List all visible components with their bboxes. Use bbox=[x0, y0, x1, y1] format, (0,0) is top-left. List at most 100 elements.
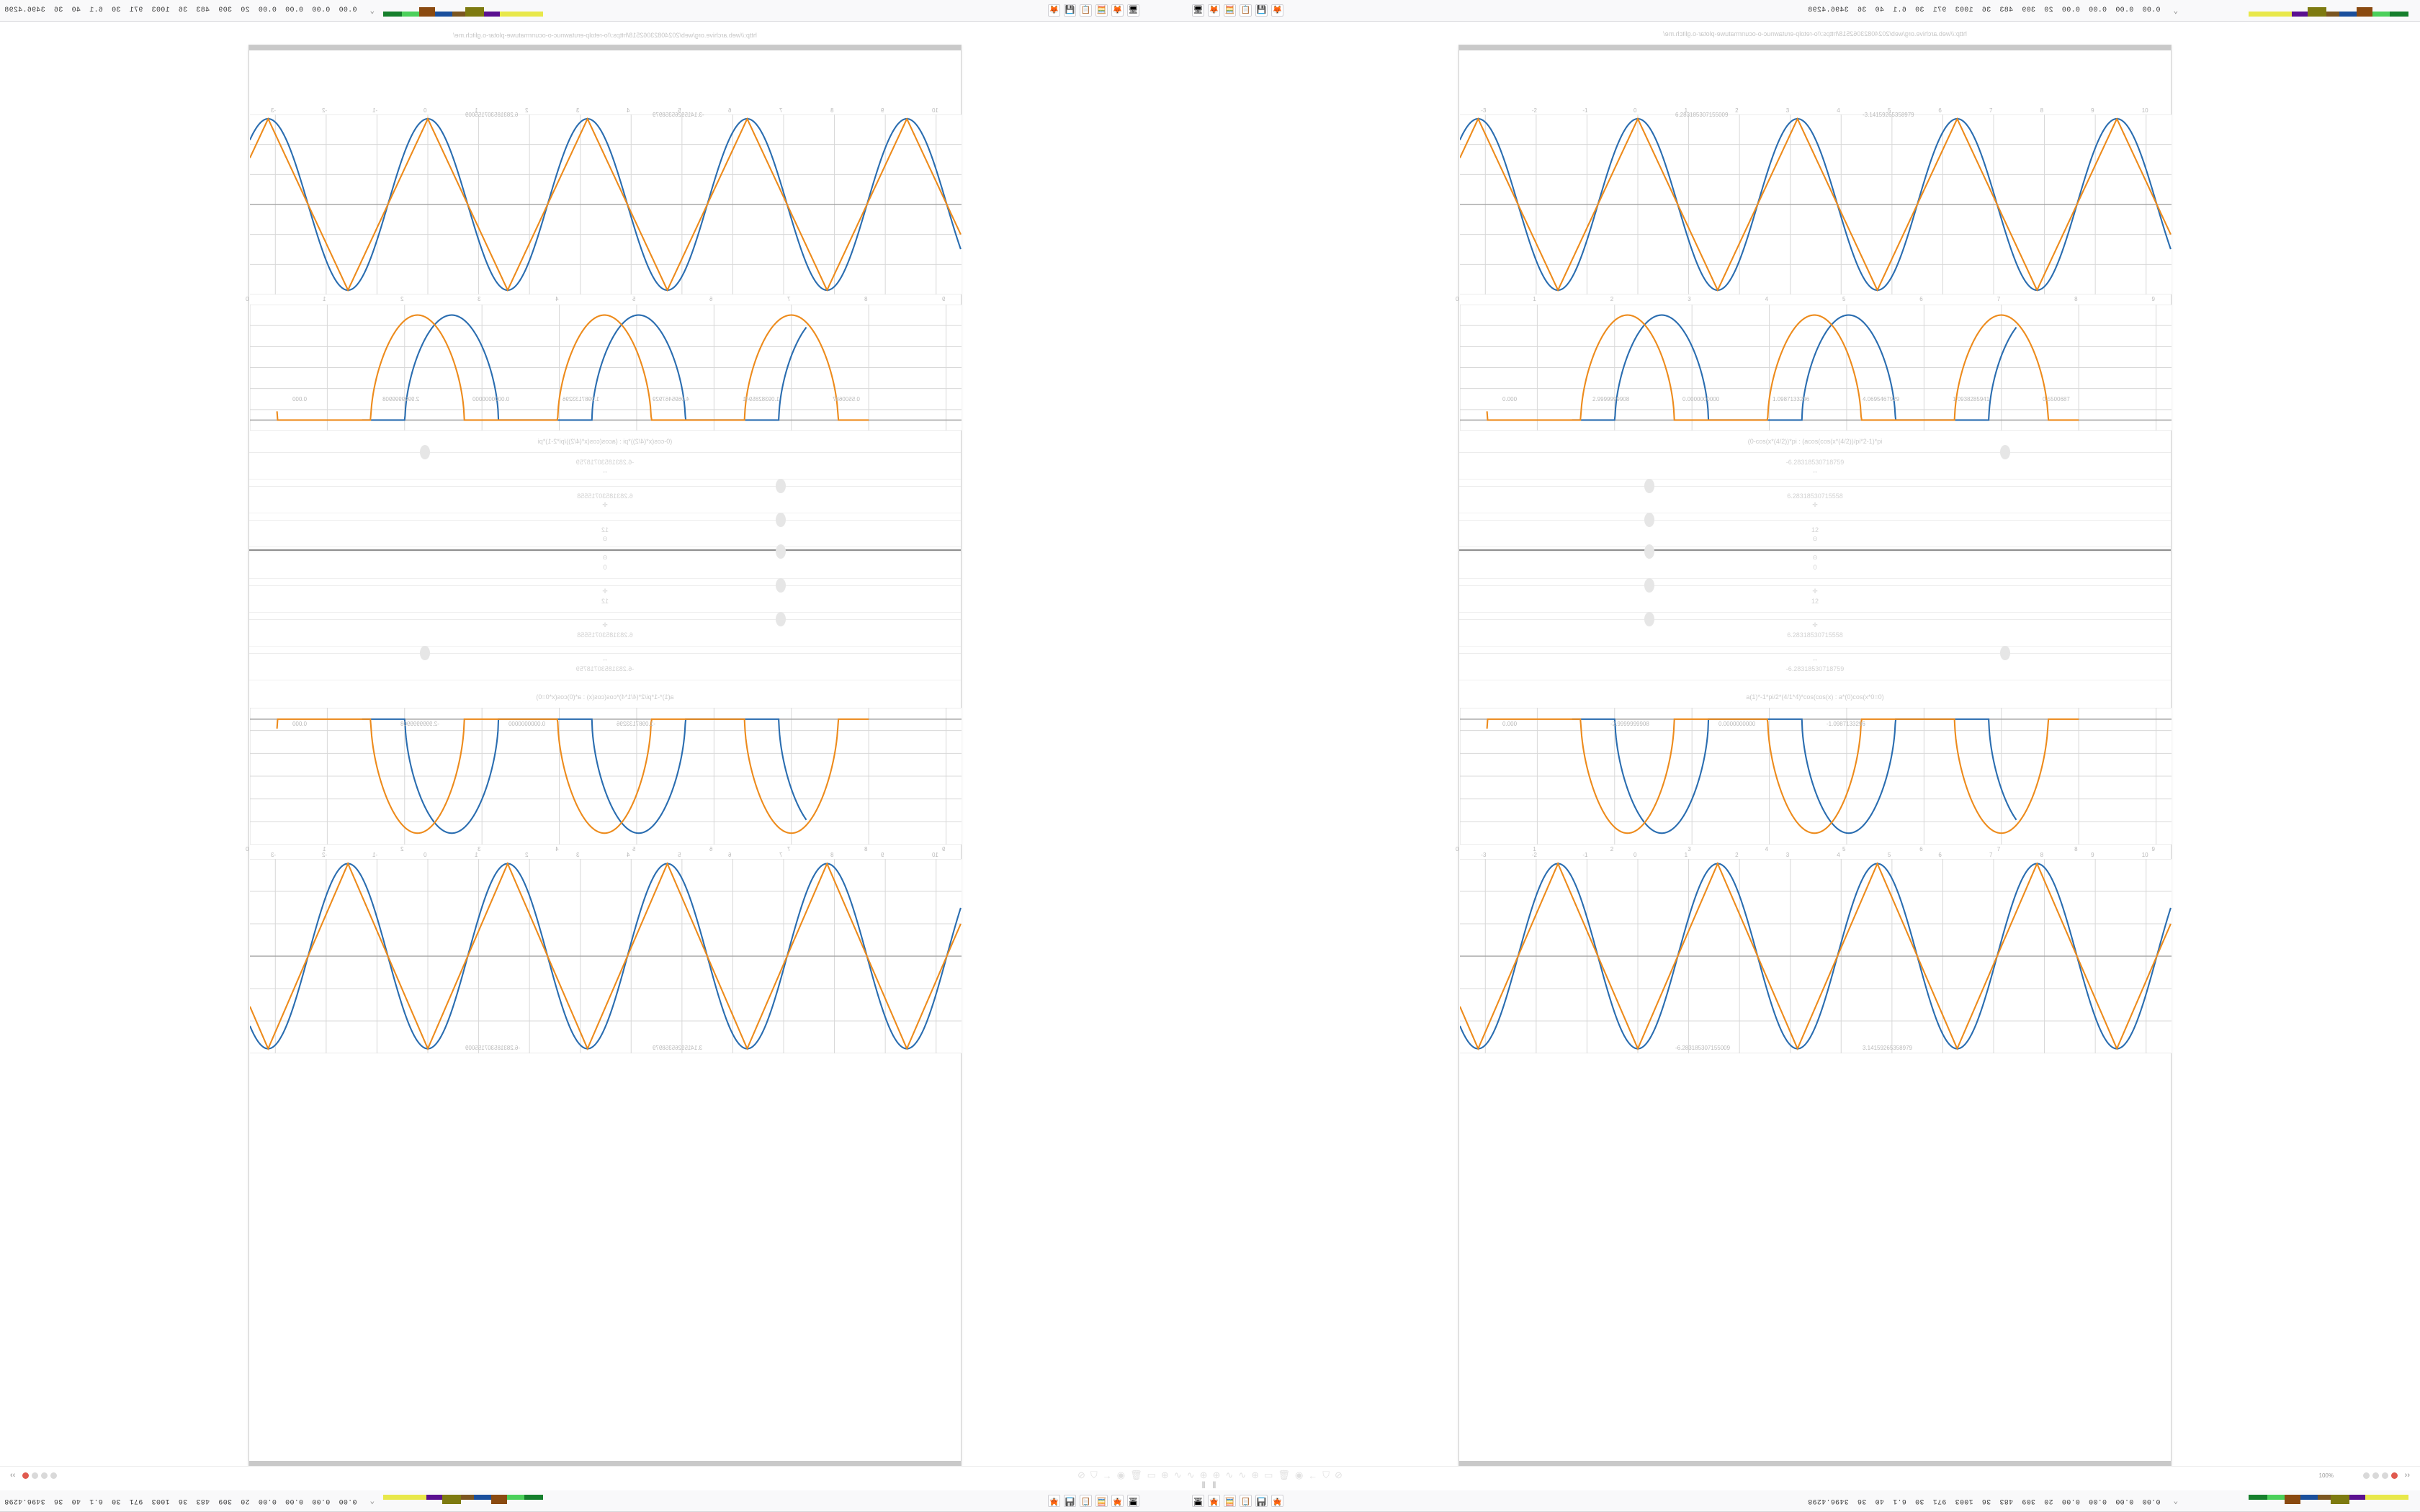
slider-b[interactable]: 6.28318530715558 ✛ bbox=[1459, 479, 2171, 513]
notepad-icon[interactable]: 📋 bbox=[1080, 1495, 1092, 1507]
arrow-right-icon[interactable]: → bbox=[1102, 1470, 1112, 1481]
firefox-icon[interactable]: 🦊 bbox=[1111, 4, 1124, 17]
plot-1[interactable] bbox=[1460, 114, 2172, 294]
wave-icon[interactable]: ∿ bbox=[1225, 1470, 1234, 1480]
close-icon[interactable] bbox=[22, 1472, 30, 1479]
minimize-icon[interactable] bbox=[2381, 1472, 2388, 1479]
slider-b[interactable]: 6.28318530715558 ✛ bbox=[249, 479, 961, 513]
plot-2[interactable] bbox=[1460, 305, 2172, 431]
slider-track[interactable] bbox=[249, 585, 961, 586]
expression-bottom[interactable]: a(1)*-1*pi/2*(4/1*4)*cos(cos(x) : a*(0)c… bbox=[1746, 693, 1884, 701]
slider-knob[interactable] bbox=[1999, 646, 2010, 660]
notepad-icon[interactable]: 📋 bbox=[1240, 4, 1252, 17]
maximize-icon[interactable] bbox=[2372, 1472, 2379, 1479]
chevron-down-icon[interactable]: ⌄ bbox=[369, 6, 375, 16]
plot-3[interactable] bbox=[250, 708, 962, 845]
chevron-right-icon[interactable]: ›› bbox=[2404, 1471, 2410, 1480]
slider-a[interactable]: -6.28318530718759 ↔ bbox=[1459, 445, 2171, 480]
trash-icon[interactable]: 🗑 bbox=[1130, 1470, 1142, 1480]
firefox-icon[interactable]: 🦊 bbox=[1271, 1495, 1283, 1507]
slider-d[interactable]: ⊙ 0 bbox=[1459, 544, 2171, 579]
terminal-icon[interactable]: 🖥 bbox=[1127, 1495, 1139, 1507]
calculator-icon[interactable]: 🧮 bbox=[1224, 4, 1236, 17]
slider-g[interactable]: ↔ -6.28318530718759 bbox=[249, 646, 961, 680]
globe-icon[interactable]: ⊕ bbox=[1199, 1470, 1208, 1480]
plot-4[interactable] bbox=[1460, 859, 2172, 1053]
shield-filled-icon[interactable]: ◉ bbox=[1294, 1470, 1304, 1480]
slider-knob[interactable] bbox=[420, 445, 431, 459]
window-controls-br[interactable]: ›› bbox=[2362, 1471, 2414, 1480]
no-entry-icon[interactable]: ⊘ bbox=[1335, 1470, 1343, 1480]
shield-filled-icon[interactable]: ◉ bbox=[1116, 1470, 1126, 1480]
minimize-icon[interactable] bbox=[32, 1472, 39, 1479]
chevron-up-icon[interactable]: ⌃ bbox=[369, 1495, 375, 1505]
slider-knob[interactable] bbox=[776, 612, 786, 626]
slider-e[interactable]: ✛ 12 bbox=[249, 578, 961, 613]
firefox-icon[interactable]: 🦊 bbox=[1208, 4, 1220, 17]
calculator-icon[interactable]: 🧮 bbox=[1224, 1495, 1236, 1507]
expression-bottom[interactable]: a(1)*-1*pi/2*(4/1*4)*cos(cos(x) : a*(0)c… bbox=[536, 693, 674, 701]
slider-f[interactable]: ✛ 6.28318530715558 bbox=[249, 612, 961, 647]
slider-track[interactable] bbox=[249, 520, 961, 521]
shield-icon[interactable]: ⛉ bbox=[1322, 1470, 1330, 1480]
slider-knob[interactable] bbox=[776, 578, 786, 593]
floppy-disk-icon[interactable]: 💾 bbox=[1064, 4, 1076, 17]
firefox-icon[interactable]: 🦊 bbox=[1208, 1495, 1220, 1507]
firefox-icon[interactable]: 🦊 bbox=[1111, 1495, 1124, 1507]
calculator-icon[interactable]: 🧮 bbox=[1095, 1495, 1108, 1507]
taskbar-icons-right[interactable]: 🖥 🦊 🧮 📋 💾 🦊 bbox=[1192, 4, 1283, 17]
slider-track[interactable] bbox=[1459, 452, 2171, 453]
close-icon[interactable] bbox=[2390, 1472, 2398, 1479]
slider-track[interactable] bbox=[1459, 585, 2171, 586]
shield-icon[interactable]: ⛉ bbox=[1090, 1470, 1098, 1480]
terminal-icon[interactable]: 🖥 bbox=[1192, 4, 1204, 17]
slider-knob[interactable] bbox=[776, 544, 786, 559]
plot-4[interactable] bbox=[250, 859, 962, 1053]
floppy-disk-icon[interactable]: 💾 bbox=[1255, 1495, 1268, 1507]
chevron-up-icon[interactable]: ⌃ bbox=[2173, 1495, 2178, 1505]
slider-c[interactable]: 12 ⊙ bbox=[249, 513, 961, 547]
chevron-left-icon[interactable]: ‹‹ bbox=[10, 1471, 16, 1480]
chevron-down-icon[interactable]: ⌄ bbox=[2173, 6, 2178, 16]
slider-knob[interactable] bbox=[776, 513, 786, 527]
slider-knob[interactable] bbox=[1644, 513, 1654, 527]
wave-icon[interactable]: ∿ bbox=[1173, 1470, 1182, 1480]
no-entry-icon[interactable]: ⊘ bbox=[1077, 1470, 1085, 1480]
globe-icon[interactable]: ⊕ bbox=[1212, 1470, 1221, 1480]
slider-track[interactable] bbox=[249, 486, 961, 487]
slider-track[interactable] bbox=[249, 452, 961, 453]
slider-e[interactable]: ✛ 12 bbox=[1459, 578, 2171, 613]
slider-knob[interactable] bbox=[1999, 445, 2010, 459]
plot-2[interactable] bbox=[250, 305, 962, 431]
trash-icon[interactable]: 🗑 bbox=[1278, 1470, 1290, 1480]
notepad-icon[interactable]: 📋 bbox=[1240, 1495, 1252, 1507]
floppy-disk-icon[interactable]: 💾 bbox=[1255, 4, 1268, 17]
plot-3[interactable] bbox=[1460, 708, 2172, 845]
slider-f[interactable]: ✛ 6.28318530715558 bbox=[1459, 612, 2171, 647]
globe-icon[interactable]: ⊕ bbox=[1160, 1470, 1169, 1480]
wave-icon[interactable]: ∿ bbox=[1238, 1470, 1247, 1480]
maximize-icon[interactable] bbox=[41, 1472, 48, 1479]
window-controls-bl[interactable]: ‹‹ bbox=[6, 1471, 58, 1480]
slider-c[interactable]: 12 ⊙ bbox=[1459, 513, 2171, 547]
floppy-disk-icon[interactable]: 💾 bbox=[1064, 1495, 1076, 1507]
slider-track[interactable] bbox=[1459, 653, 2171, 654]
terminal-icon[interactable]: 🖥 bbox=[1192, 1495, 1204, 1507]
slider-knob[interactable] bbox=[776, 479, 786, 493]
slider-knob[interactable] bbox=[1644, 544, 1654, 559]
firefox-icon[interactable]: 🦊 bbox=[1271, 4, 1283, 17]
terminal-icon[interactable]: 🖥 bbox=[1127, 4, 1139, 17]
arrow-left-icon[interactable]: ← bbox=[1308, 1470, 1318, 1481]
notepad-icon[interactable]: 📋 bbox=[1080, 4, 1092, 17]
calculator-icon[interactable]: 🧮 bbox=[1095, 4, 1108, 17]
slider-track[interactable] bbox=[249, 653, 961, 654]
slider-knob[interactable] bbox=[420, 646, 431, 660]
slider-track[interactable] bbox=[1459, 520, 2171, 521]
slider-track[interactable] bbox=[1459, 619, 2171, 620]
expression-top[interactable]: (0-cos(x*(4/2))*pi : (acos(cos(x*(4/2))/… bbox=[1747, 438, 1883, 445]
nav-glyph-bar-bottom[interactable]: ⊘ ⛉ → ◉ 🗑 ▭ ⊕ ∿ ∿ ⊕ ⊕ ∿ ∿ ⊕ ▭ 🗑 ◉ ← ⛉ ⊘ bbox=[0, 1467, 2420, 1484]
slider-track[interactable] bbox=[1459, 486, 2171, 487]
globe-icon[interactable]: ⊕ bbox=[1251, 1470, 1260, 1480]
slider-knob[interactable] bbox=[1644, 479, 1654, 493]
folder-icon[interactable]: ▭ bbox=[1264, 1470, 1273, 1480]
